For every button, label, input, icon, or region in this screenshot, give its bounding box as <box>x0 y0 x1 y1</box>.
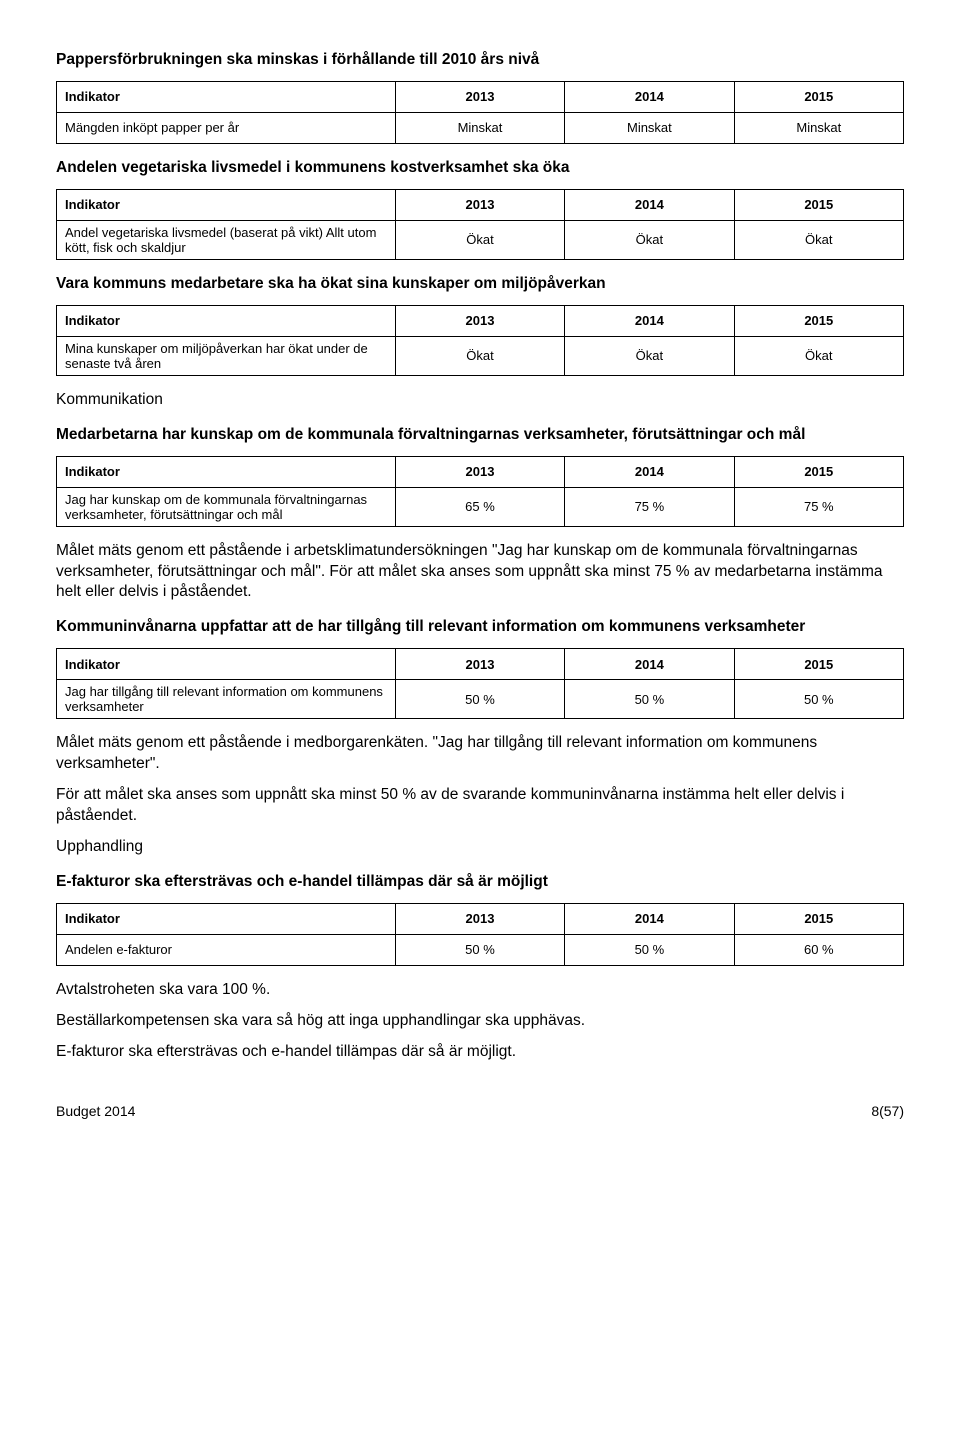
footer-left: Budget 2014 <box>56 1103 135 1119</box>
row-label: Jag har kunskap om de kommunala förvaltn… <box>57 487 396 526</box>
row-val-2015: Ökat <box>734 336 903 375</box>
table-row: Jag har kunskap om de kommunala förvaltn… <box>57 487 904 526</box>
row-val-2013: Minskat <box>395 112 564 143</box>
row-val-2015: 50 % <box>734 680 903 719</box>
table-row: Andel vegetariska livsmedel (baserat på … <box>57 220 904 259</box>
section2-table: Indikator 2013 2014 2015 Andel vegetaris… <box>56 189 904 260</box>
col-2013: 2013 <box>395 305 564 336</box>
table-header-row: Indikator 2013 2014 2015 <box>57 456 904 487</box>
section3-table: Indikator 2013 2014 2015 Mina kunskaper … <box>56 305 904 376</box>
page: Pappersförbrukningen ska minskas i förhå… <box>0 0 960 1139</box>
row-label: Andel vegetariska livsmedel (baserat på … <box>57 220 396 259</box>
col-2013: 2013 <box>395 81 564 112</box>
kommunikation-title1: Medarbetarna har kunskap om de kommunala… <box>56 425 904 446</box>
row-val-2015: Ökat <box>734 220 903 259</box>
col-2014: 2014 <box>565 81 734 112</box>
upphandling-label: Upphandling <box>56 837 904 858</box>
table-header-row: Indikator 2013 2014 2015 <box>57 189 904 220</box>
col-2014: 2014 <box>565 189 734 220</box>
row-val-2015: 75 % <box>734 487 903 526</box>
col-indikator: Indikator <box>57 189 396 220</box>
row-val-2013: 50 % <box>395 934 564 965</box>
upphandling-title: E-fakturor ska eftersträvas och e-handel… <box>56 872 904 893</box>
row-label: Mina kunskaper om miljöpåverkan har ökat… <box>57 336 396 375</box>
col-2013: 2013 <box>395 649 564 680</box>
row-val-2013: 50 % <box>395 680 564 719</box>
upphandling-p3: E-fakturor ska eftersträvas och e-handel… <box>56 1042 904 1063</box>
table-row: Mängden inköpt papper per år Minskat Min… <box>57 112 904 143</box>
upphandling-p1: Avtalstroheten ska vara 100 %. <box>56 980 904 1001</box>
col-indikator: Indikator <box>57 903 396 934</box>
section3-title: Vara kommuns medarbetare ska ha ökat sin… <box>56 274 904 295</box>
row-val-2014: 50 % <box>565 680 734 719</box>
row-val-2014: Ökat <box>565 336 734 375</box>
col-2015: 2015 <box>734 189 903 220</box>
row-val-2015: 60 % <box>734 934 903 965</box>
row-label: Andelen e-fakturor <box>57 934 396 965</box>
col-2014: 2014 <box>565 903 734 934</box>
col-indikator: Indikator <box>57 305 396 336</box>
section1-table: Indikator 2013 2014 2015 Mängden inköpt … <box>56 81 904 144</box>
page-footer: Budget 2014 8(57) <box>56 1103 904 1119</box>
kommunikation-table1: Indikator 2013 2014 2015 Jag har kunskap… <box>56 456 904 527</box>
section1-title: Pappersförbrukningen ska minskas i förhå… <box>56 50 904 71</box>
row-val-2015: Minskat <box>734 112 903 143</box>
kommunikation-para2: Målet mäts genom ett påstående i medborg… <box>56 733 904 775</box>
footer-right: 8(57) <box>871 1103 904 1119</box>
table-header-row: Indikator 2013 2014 2015 <box>57 305 904 336</box>
row-val-2014: 50 % <box>565 934 734 965</box>
row-val-2014: 75 % <box>565 487 734 526</box>
table-header-row: Indikator 2013 2014 2015 <box>57 649 904 680</box>
col-2013: 2013 <box>395 456 564 487</box>
upphandling-p2: Beställarkompetensen ska vara så hög att… <box>56 1011 904 1032</box>
table-header-row: Indikator 2013 2014 2015 <box>57 81 904 112</box>
kommunikation-title2: Kommuninvånarna uppfattar att de har til… <box>56 617 904 638</box>
col-2015: 2015 <box>734 456 903 487</box>
col-2015: 2015 <box>734 649 903 680</box>
row-val-2014: Minskat <box>565 112 734 143</box>
col-2013: 2013 <box>395 189 564 220</box>
section2-title: Andelen vegetariska livsmedel i kommunen… <box>56 158 904 179</box>
row-val-2013: Ökat <box>395 336 564 375</box>
col-indikator: Indikator <box>57 81 396 112</box>
table-header-row: Indikator 2013 2014 2015 <box>57 903 904 934</box>
col-2014: 2014 <box>565 305 734 336</box>
table-row: Jag har tillgång till relevant informati… <box>57 680 904 719</box>
table-row: Andelen e-fakturor 50 % 50 % 60 % <box>57 934 904 965</box>
upphandling-table: Indikator 2013 2014 2015 Andelen e-faktu… <box>56 903 904 966</box>
row-label: Jag har tillgång till relevant informati… <box>57 680 396 719</box>
kommunikation-para1: Målet mäts genom ett påstående i arbetsk… <box>56 541 904 604</box>
col-indikator: Indikator <box>57 456 396 487</box>
row-val-2014: Ökat <box>565 220 734 259</box>
col-2014: 2014 <box>565 456 734 487</box>
kommunikation-label: Kommunikation <box>56 390 904 411</box>
row-val-2013: Ökat <box>395 220 564 259</box>
row-val-2013: 65 % <box>395 487 564 526</box>
col-2015: 2015 <box>734 903 903 934</box>
kommunikation-para3: För att målet ska anses som uppnått ska … <box>56 785 904 827</box>
col-2013: 2013 <box>395 903 564 934</box>
col-indikator: Indikator <box>57 649 396 680</box>
col-2015: 2015 <box>734 81 903 112</box>
row-label: Mängden inköpt papper per år <box>57 112 396 143</box>
col-2015: 2015 <box>734 305 903 336</box>
table-row: Mina kunskaper om miljöpåverkan har ökat… <box>57 336 904 375</box>
kommunikation-table2: Indikator 2013 2014 2015 Jag har tillgån… <box>56 648 904 719</box>
col-2014: 2014 <box>565 649 734 680</box>
